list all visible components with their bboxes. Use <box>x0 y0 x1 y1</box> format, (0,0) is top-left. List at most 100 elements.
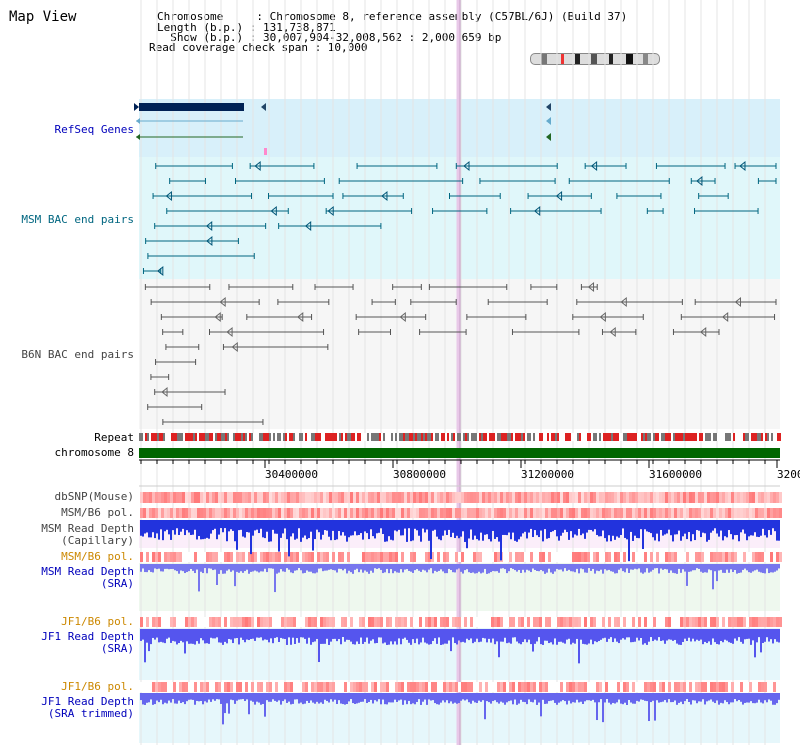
repeat-cell <box>447 433 449 441</box>
depth-bar <box>222 629 224 645</box>
polymorphism-cell <box>461 682 464 692</box>
depth-bar <box>182 629 184 643</box>
depth-bar <box>674 520 676 535</box>
depth-bar <box>750 564 752 573</box>
depth-bar <box>604 520 606 539</box>
repeat-cell <box>717 433 719 441</box>
polymorphism-cell <box>677 617 680 627</box>
polymorphism-cell <box>314 617 317 627</box>
polymorphism-cell <box>386 552 389 562</box>
polymorphism-cell <box>596 682 599 692</box>
polymorphism-cell <box>344 508 347 518</box>
polymorphism-cell <box>203 508 206 518</box>
polymorphism-cell <box>449 508 452 518</box>
polymorphism-cell <box>401 682 404 692</box>
polymorphism-cell <box>371 682 374 692</box>
chromosome-ideogram[interactable] <box>530 53 660 65</box>
depth-bar <box>156 629 158 638</box>
polymorphism-cell <box>200 682 203 692</box>
polymorphism-cell <box>419 508 422 518</box>
depth-bar <box>384 629 386 643</box>
polymorphism-cell <box>728 492 731 503</box>
polymorphism-cell <box>155 552 158 562</box>
depth-bar <box>440 564 442 570</box>
track-label-msm-bac[interactable]: MSM BAC end pairs <box>21 213 134 226</box>
repeat-cell <box>345 433 347 441</box>
polymorphism-cell <box>470 552 473 562</box>
depth-bar <box>350 693 352 700</box>
depth-bar <box>186 520 188 531</box>
repeat-cell <box>639 433 641 441</box>
depth-bar <box>740 629 742 642</box>
depth-bar <box>332 629 334 639</box>
depth-bar <box>742 520 744 530</box>
depth-bar <box>456 629 458 645</box>
repeat-cell <box>551 433 553 441</box>
repeat-cell <box>531 433 533 441</box>
polymorphism-cell <box>356 552 359 562</box>
polymorphism-cell <box>662 617 665 627</box>
depth-bar <box>538 629 540 638</box>
polymorphism-cell <box>542 682 545 692</box>
repeat-cell <box>275 433 277 441</box>
polymorphism-cell <box>488 552 491 562</box>
polymorphism-cell <box>143 552 146 562</box>
depth-bar <box>142 629 144 640</box>
track-label-b6n-bac[interactable]: B6N BAC end pairs <box>21 348 134 361</box>
depth-bar <box>754 520 756 533</box>
polymorphism-cell <box>503 492 506 503</box>
polymorphism-cell <box>638 682 641 692</box>
track-label-refseq[interactable]: RefSeq Genes <box>54 123 134 136</box>
polymorphism-cell <box>770 552 773 562</box>
depth-bar <box>712 520 714 531</box>
depth-bar <box>356 629 358 642</box>
depth-bar <box>736 564 738 574</box>
repeat-cell <box>613 433 615 441</box>
depth-bar <box>642 629 644 645</box>
depth-bar <box>266 564 268 573</box>
polymorphism-cell <box>251 552 254 562</box>
repeat-cell <box>515 433 517 441</box>
depth-bar <box>400 564 402 570</box>
track-label-msm-depth-sra-2: (SRA) <box>100 577 134 590</box>
polymorphism-cell <box>701 552 704 562</box>
depth-bar <box>494 693 496 701</box>
depth-bar <box>158 520 160 540</box>
repeat-cell <box>631 433 633 441</box>
polymorphism-cell <box>650 682 653 692</box>
depth-bar <box>270 693 272 702</box>
depth-bar <box>762 693 764 704</box>
polymorphism-cell <box>713 508 716 518</box>
repeat-cell <box>453 433 455 441</box>
depth-bar <box>328 629 330 645</box>
polymorphism-cell <box>335 552 338 562</box>
repeat-cell <box>619 433 621 441</box>
depth-bar <box>190 564 192 569</box>
depth-bar <box>568 629 570 639</box>
depth-bar <box>216 564 218 585</box>
depth-bar <box>422 629 424 638</box>
depth-bar <box>446 693 448 701</box>
depth-bar <box>434 629 436 639</box>
depth-bar <box>322 520 324 535</box>
depth-bar <box>614 520 616 540</box>
depth-bar <box>594 564 596 574</box>
depth-bar <box>562 520 564 533</box>
polymorphism-cell <box>455 492 458 503</box>
polymorphism-cell <box>695 552 698 562</box>
depth-bar <box>738 693 740 701</box>
polymorphism-cell <box>248 552 251 562</box>
depth-bar <box>466 693 468 700</box>
polymorphism-cell <box>539 682 542 692</box>
depth-bar <box>618 520 620 538</box>
polymorphism-cell <box>467 508 470 518</box>
polymorphism-cell <box>362 682 365 692</box>
depth-bar <box>204 520 206 539</box>
repeat-cell <box>335 433 337 441</box>
depth-bar <box>584 564 586 573</box>
depth-bar <box>450 693 452 702</box>
depth-bar <box>330 520 332 541</box>
polymorphism-cell <box>692 552 695 562</box>
repeat-cell <box>203 433 205 441</box>
